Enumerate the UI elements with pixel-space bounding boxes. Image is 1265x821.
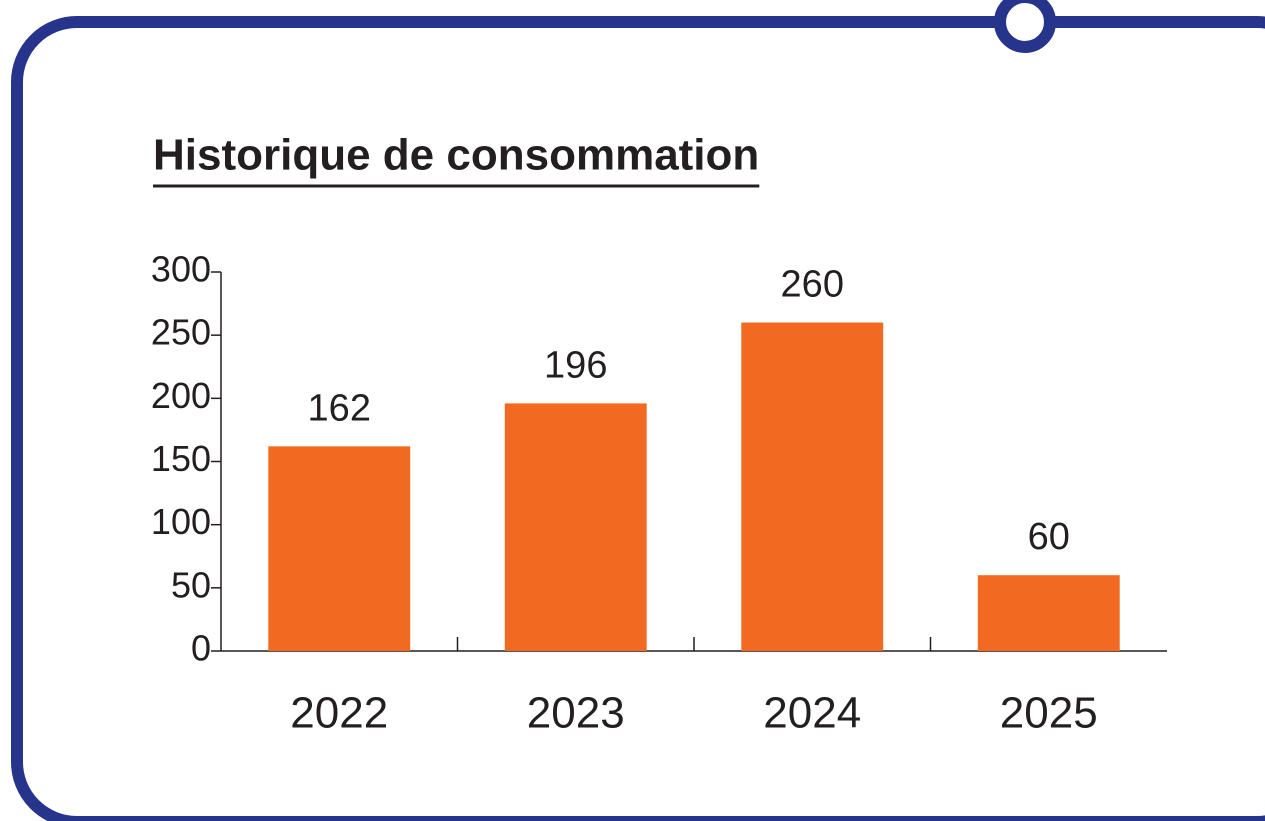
value-label: 196	[544, 344, 607, 386]
y-tick-label: 150	[151, 438, 211, 479]
x-tick-label: 2023	[527, 689, 625, 738]
bar	[268, 446, 411, 651]
x-tick-label: 2024	[763, 689, 861, 738]
bar	[504, 403, 647, 651]
y-tick-label: 300	[151, 249, 211, 290]
x-tick-label: 2022	[290, 689, 388, 738]
chart-title: Historique de consommation	[153, 131, 759, 180]
x-tick-label: 2025	[1000, 689, 1098, 738]
bar	[977, 575, 1120, 651]
value-label: 162	[308, 387, 371, 429]
y-tick-label: 200	[151, 375, 211, 416]
y-tick-label: 0	[191, 628, 211, 669]
y-tick-label: 100	[151, 501, 211, 542]
bar	[741, 322, 884, 651]
y-tick-label: 50	[171, 564, 211, 605]
frame-knob	[994, 0, 1056, 53]
value-label: 260	[781, 264, 844, 306]
y-tick-label: 250	[151, 312, 211, 353]
value-label: 60	[1028, 516, 1070, 558]
